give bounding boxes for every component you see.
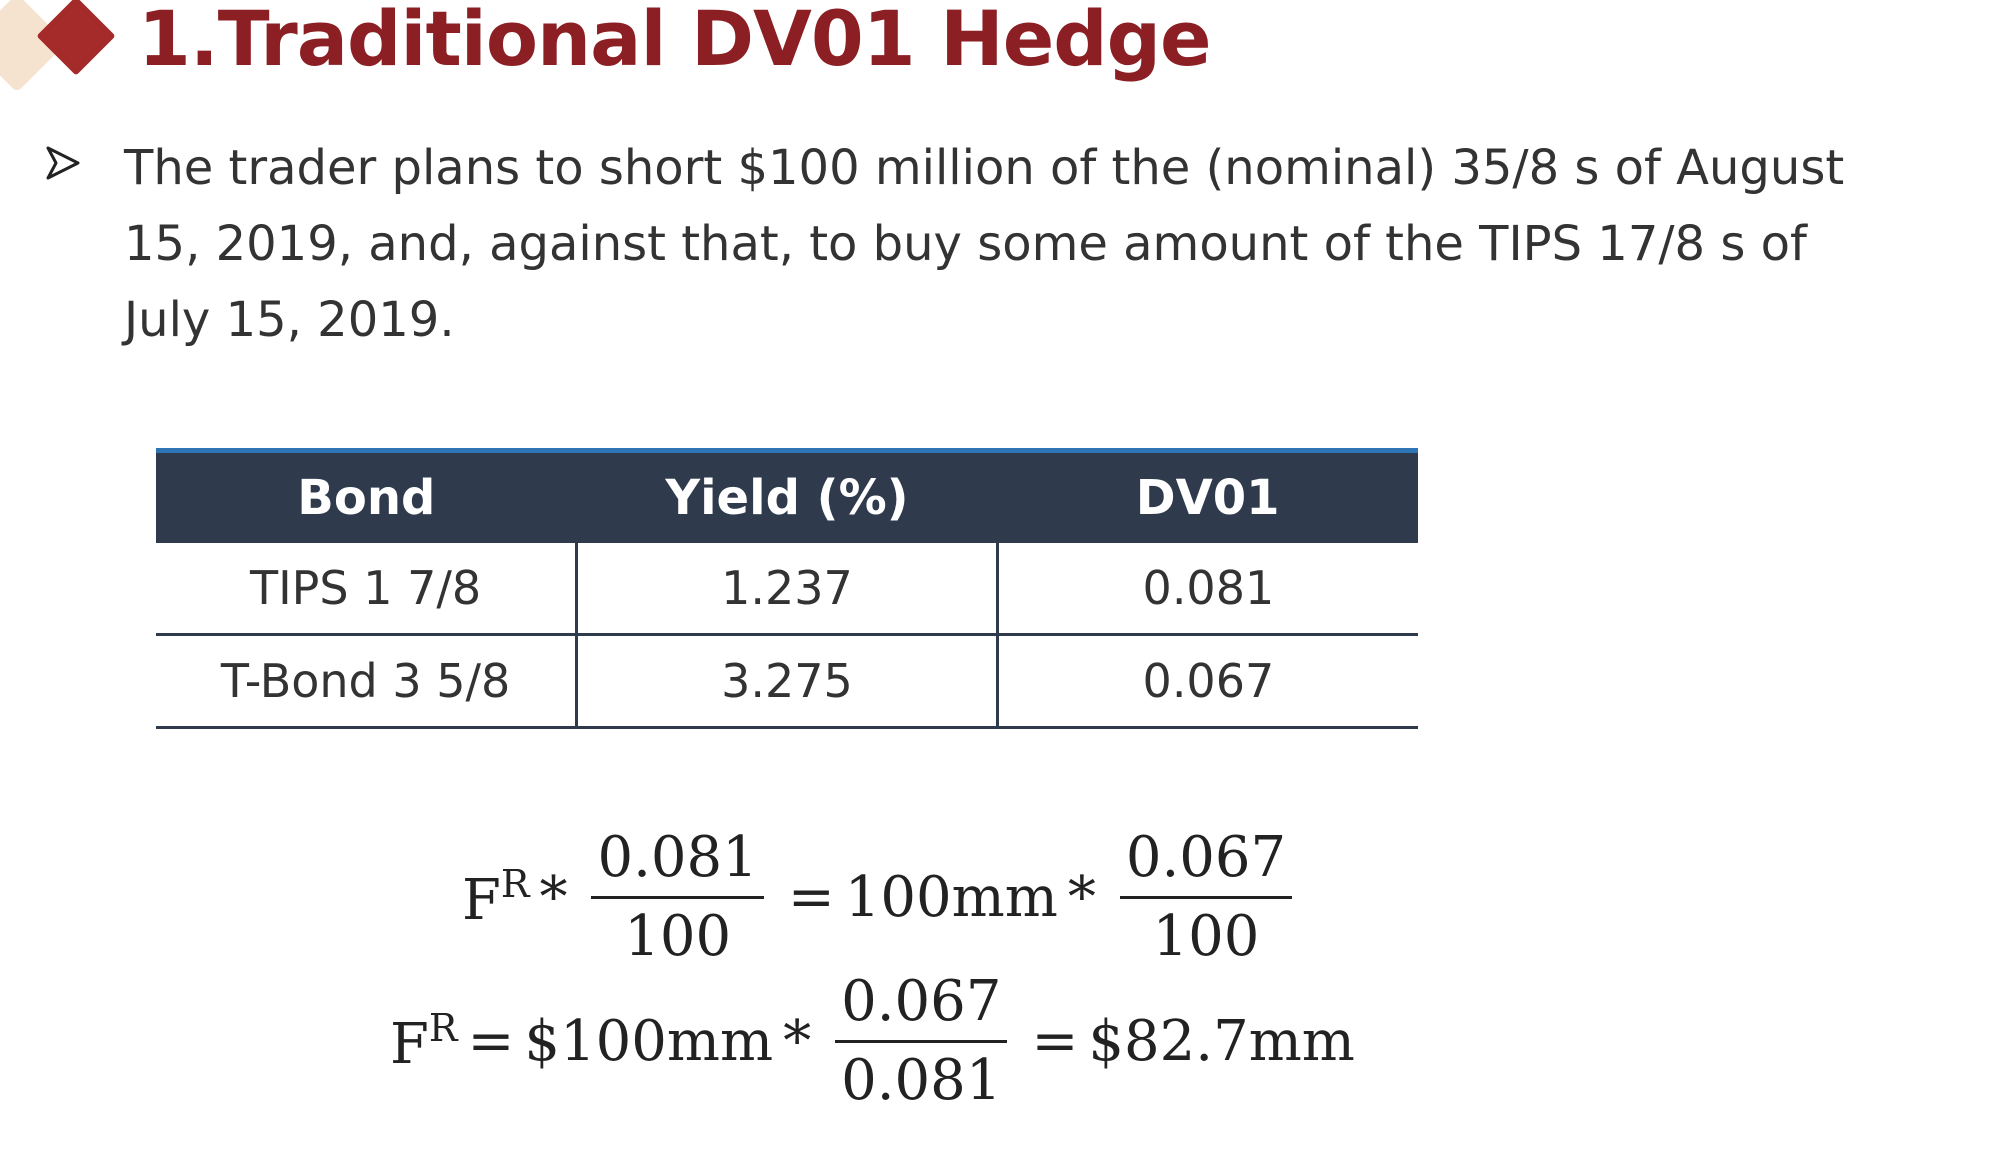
table-header-row: Bond Yield (%) DV01: [156, 450, 1418, 543]
eq1-frac2-denominator: 100: [1152, 903, 1260, 969]
title-bar: 1.Traditional DV01 Hedge: [0, 0, 1212, 93]
eq2-equals-1: =: [467, 1008, 515, 1074]
equation-face-amount: FR = $100mm * 0.067 0.081 = $82.7mm: [390, 966, 1355, 1116]
eq1-lhs: FR: [462, 861, 530, 933]
eq1-op1: *: [539, 864, 568, 930]
dv01-table: Bond Yield (%) DV01 TIPS 1 7/8 1.237 0.0…: [156, 448, 1418, 729]
eq1-frac1-numerator: 0.081: [591, 825, 764, 899]
cell-dv01: 0.067: [995, 634, 1418, 729]
eq1-frac2-numerator: 0.067: [1119, 825, 1293, 899]
header-dv01: DV01: [1135, 470, 1280, 526]
eq2-fraction: 0.067 0.081: [835, 969, 1008, 1113]
diamond-icon: [36, 0, 116, 76]
eq1-fraction-1: 0.081 100: [591, 825, 764, 969]
header-yield: Yield (%): [665, 470, 909, 526]
eq2-term: $100mm: [524, 1008, 774, 1074]
cell-bond: TIPS 1 7/8: [156, 543, 577, 636]
eq1-term: 100mm: [844, 864, 1058, 930]
arrowhead-bullet-icon: [46, 146, 80, 180]
cell-bond: T-Bond 3 5/8: [156, 634, 577, 729]
eq1-equals: =: [787, 864, 835, 930]
cell-yield: 3.275: [575, 634, 998, 729]
cell-yield: 1.237: [575, 543, 998, 636]
eq1-fraction-2: 0.067 100: [1119, 825, 1293, 969]
eq1-op2: *: [1067, 864, 1096, 930]
page-title: 1.Traditional DV01 Hedge: [138, 0, 1212, 83]
equation-hedge-ratio: FR * 0.081 100 = 100mm * 0.067 100: [462, 822, 1306, 972]
eq2-op: *: [783, 1008, 812, 1074]
bullet-paragraph: The trader plans to short $100 million o…: [124, 140, 1845, 348]
eq2-frac-numerator: 0.067: [835, 969, 1008, 1043]
table-row: T-Bond 3 5/8 3.275 0.067: [156, 634, 1418, 729]
eq2-result: $82.7mm: [1088, 1008, 1355, 1074]
eq1-frac1-denominator: 100: [624, 903, 732, 969]
eq2-equals-2: =: [1031, 1008, 1079, 1074]
eq2-lhs: FR: [390, 1005, 458, 1077]
eq2-frac-denominator: 0.081: [841, 1047, 1002, 1113]
header-bond: Bond: [297, 470, 436, 526]
table-row: TIPS 1 7/8 1.237 0.081: [156, 543, 1418, 636]
cell-dv01: 0.081: [995, 543, 1418, 636]
